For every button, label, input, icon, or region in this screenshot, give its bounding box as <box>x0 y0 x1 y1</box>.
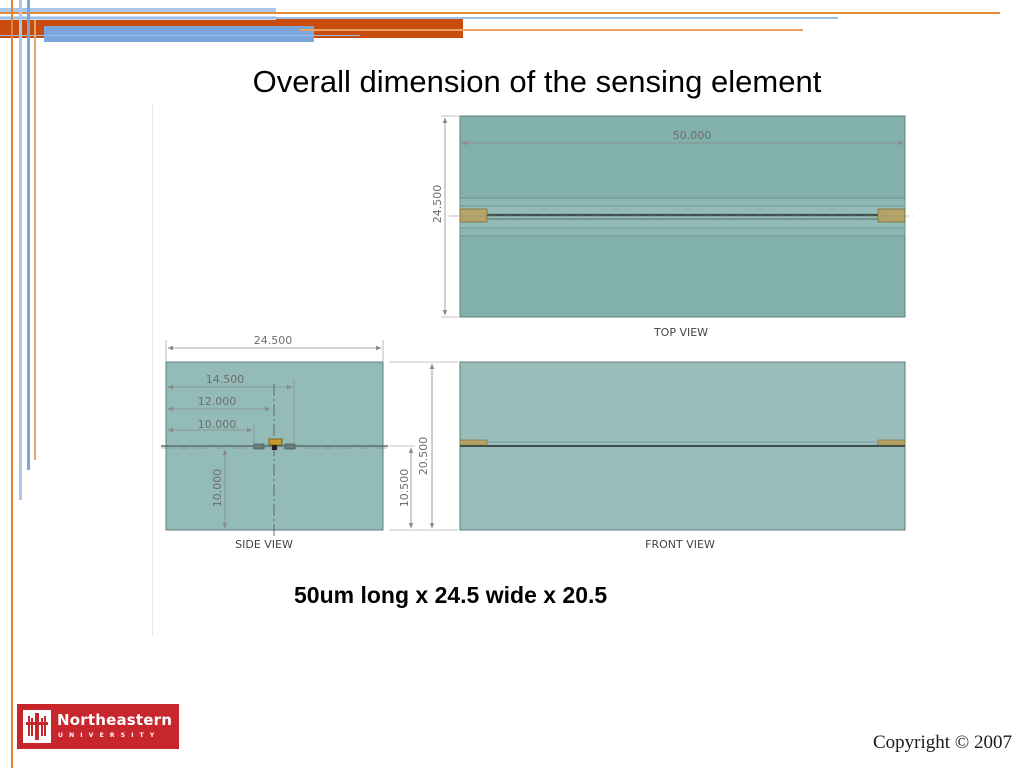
decor-vertical-blue-1 <box>19 0 22 500</box>
side-view-sensor-chip <box>268 438 283 446</box>
front-view-electrode-right <box>877 439 906 446</box>
slide-title: Overall dimension of the sensing element <box>252 64 822 99</box>
side-view-pad-left <box>253 443 265 450</box>
front-view-electrode-left <box>459 439 488 446</box>
decor-blue-bar-3 <box>44 26 314 42</box>
engineering-drawing: 50.000 24.500 TOP VIEW 24.500 <box>161 115 913 551</box>
side-view-dim-10-label: 10.000 <box>198 418 237 431</box>
decor-vertical-blue-2 <box>27 0 30 470</box>
copyright-notice: Copyright © 2007 <box>873 732 1012 753</box>
university-seal-icon <box>23 710 51 743</box>
top-view-electrode-right <box>877 208 906 223</box>
top-view-electrode-left <box>459 208 488 223</box>
decor-blue-bar-1 <box>0 8 276 14</box>
logo-university-name: Northeastern <box>57 711 173 729</box>
front-view-label: FRONT VIEW <box>645 538 715 551</box>
side-view-dim-14-5-label: 14.500 <box>206 373 245 386</box>
side-view-label: SIDE VIEW <box>235 538 293 551</box>
decor-thin-orange-line-1 <box>0 12 1000 14</box>
decor-thin-blue-line-2 <box>0 35 360 36</box>
top-view-length-label: 50.000 <box>673 129 712 142</box>
side-view-height-label: 10.000 <box>211 469 224 508</box>
side-view-pad-right <box>284 443 296 450</box>
dimensions-caption: 50um long x 24.5 wide x 20.5 <box>294 582 608 608</box>
top-view-inner-band <box>459 205 906 229</box>
front-view-lower-height-label: 10.500 <box>398 469 411 508</box>
top-view-width-label: 24.500 <box>431 185 444 224</box>
drawing-panel: 50.000 24.500 TOP VIEW 24.500 <box>153 104 930 636</box>
top-view: 50.000 24.500 TOP VIEW <box>431 115 913 339</box>
side-view-fiber-core <box>272 445 277 450</box>
side-view-width-label: 24.500 <box>254 334 293 347</box>
front-view-total-height-label: 20.500 <box>417 437 430 476</box>
northeastern-logo: Northeastern UNIVERSITY <box>17 704 179 749</box>
decor-vertical-orange-1 <box>11 0 13 768</box>
side-view: 24.500 14.500 12.000 10.000 10.000 SIDE … <box>161 334 388 551</box>
side-view-dim-12-label: 12.000 <box>198 395 237 408</box>
front-view: 20.500 10.500 FRONT VIEW <box>389 361 906 551</box>
decor-vertical-orange-2 <box>34 20 36 460</box>
decor-thin-orange-line-2 <box>300 29 803 31</box>
top-view-label: TOP VIEW <box>653 326 708 339</box>
logo-university-subtitle: UNIVERSITY <box>58 732 161 739</box>
decor-thin-blue-line <box>0 17 838 19</box>
